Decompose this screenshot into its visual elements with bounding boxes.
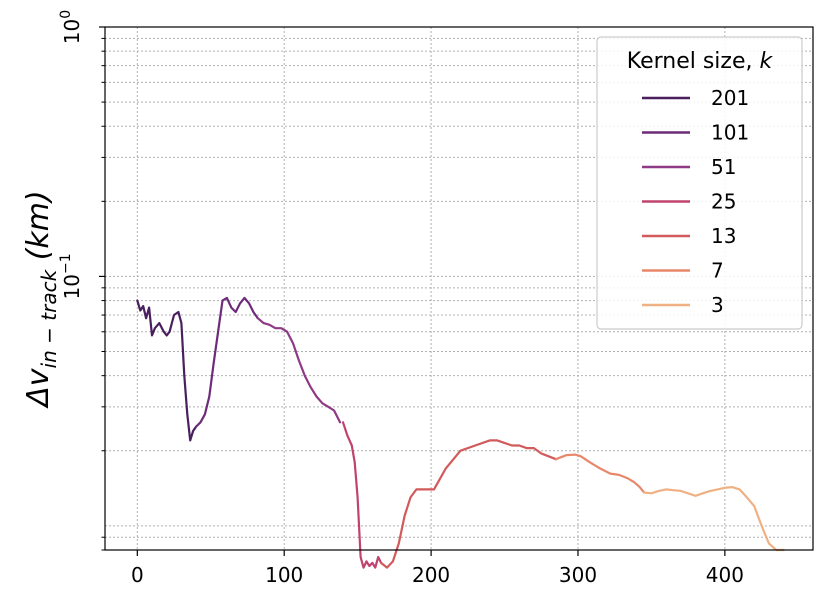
legend-label-101: 101: [711, 121, 749, 145]
series-line-7: [554, 453, 646, 494]
y-tick-label: 100: [58, 10, 84, 44]
series-line-101: [195, 296, 259, 428]
legend-box: [596, 36, 803, 330]
legend-title-var: k: [760, 49, 774, 74]
y-tick-label: 10−1: [58, 253, 84, 299]
legend-title: Kernel size, k: [627, 49, 774, 74]
x-tick-label: 400: [706, 563, 744, 587]
x-tick-label: 300: [559, 563, 597, 587]
legend-title-text: Kernel size,: [627, 49, 760, 74]
y-axis-label-unit: (km): [21, 190, 56, 270]
x-axis: 0 100 200 300 400: [131, 550, 744, 587]
y-axis-label-subscript: in − track: [37, 268, 61, 368]
legend-label-51: 51: [711, 155, 736, 179]
legend: Kernel size, k 201 101 51 25 13 7 3: [596, 36, 803, 330]
x-tick-label: 200: [412, 563, 450, 587]
series-line-13: [380, 439, 558, 569]
legend-label-201: 201: [711, 86, 749, 110]
x-tick-label: 0: [131, 563, 144, 587]
legend-label-25: 25: [711, 190, 736, 214]
x-tick-label: 100: [265, 563, 303, 587]
y-axis-label: Δvin − track (km): [21, 190, 61, 408]
series-line-3: [642, 486, 785, 552]
axes-frame: [104, 26, 814, 551]
y-axis-label-main: Δv: [21, 367, 56, 409]
legend-label-7: 7: [711, 259, 724, 283]
y-axis: 100 10−1: [58, 10, 105, 551]
series-line-51: [256, 317, 342, 424]
series-line-25: [341, 421, 383, 569]
series-line-201: [136, 299, 198, 442]
legend-label-3: 3: [711, 293, 724, 317]
series-layer: [136, 296, 785, 569]
legend-label-13: 13: [711, 224, 736, 248]
